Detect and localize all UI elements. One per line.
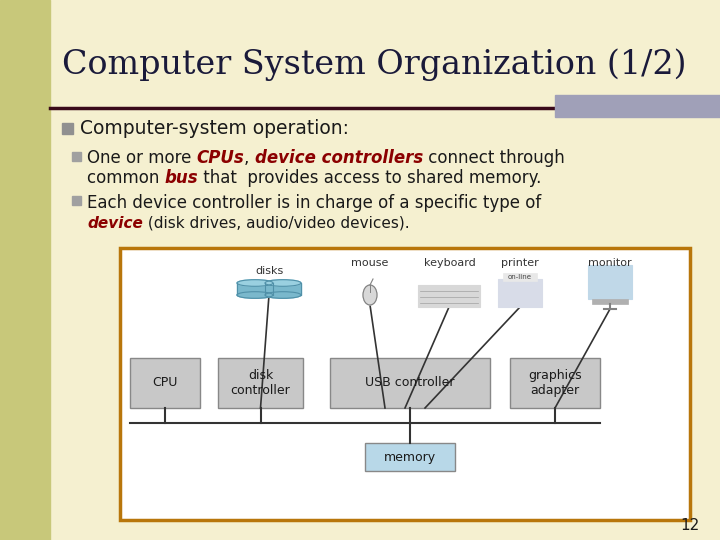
Text: One or more: One or more bbox=[87, 149, 197, 167]
Text: connect through: connect through bbox=[423, 149, 565, 167]
Ellipse shape bbox=[265, 292, 301, 298]
Bar bbox=[588, 265, 632, 299]
Text: bus: bus bbox=[165, 169, 198, 187]
Text: ,: , bbox=[244, 149, 255, 167]
Bar bbox=[365, 443, 455, 471]
Text: keyboard: keyboard bbox=[424, 258, 476, 268]
Bar bbox=[498, 279, 542, 307]
Text: CPUs: CPUs bbox=[197, 149, 244, 167]
Ellipse shape bbox=[363, 285, 377, 305]
Text: Each device controller is in charge of a specific type of: Each device controller is in charge of a… bbox=[87, 194, 541, 212]
Text: device controllers: device controllers bbox=[255, 149, 423, 167]
Text: USB controller: USB controller bbox=[365, 376, 455, 389]
Bar bbox=[218, 358, 303, 408]
Bar bbox=[503, 273, 537, 281]
Text: Computer-system operation:: Computer-system operation: bbox=[80, 119, 349, 138]
Bar bbox=[555, 95, 720, 117]
Text: mouse: mouse bbox=[351, 258, 389, 268]
Ellipse shape bbox=[237, 292, 273, 298]
Bar bbox=[265, 283, 301, 295]
Text: memory: memory bbox=[384, 450, 436, 463]
Text: CPU: CPU bbox=[153, 376, 178, 389]
Ellipse shape bbox=[265, 280, 301, 286]
Text: printer: printer bbox=[501, 258, 539, 268]
Bar bbox=[237, 283, 273, 295]
Bar bbox=[418, 285, 480, 307]
Bar bbox=[72, 196, 81, 205]
Bar bbox=[592, 299, 628, 304]
Text: (disk drives, audio/video devices).: (disk drives, audio/video devices). bbox=[143, 215, 410, 231]
Ellipse shape bbox=[237, 280, 273, 286]
Text: Computer System Organization (1/2): Computer System Organization (1/2) bbox=[62, 49, 686, 82]
Bar bbox=[130, 358, 200, 408]
Text: device: device bbox=[87, 215, 143, 231]
Text: 12: 12 bbox=[680, 517, 700, 532]
Bar bbox=[72, 152, 81, 161]
Bar bbox=[330, 358, 490, 408]
Text: on-line: on-line bbox=[508, 274, 532, 280]
Text: disks: disks bbox=[256, 266, 284, 276]
Bar bbox=[62, 123, 73, 134]
Text: graphics
adapter: graphics adapter bbox=[528, 369, 582, 397]
Text: monitor: monitor bbox=[588, 258, 632, 268]
Text: common: common bbox=[87, 169, 165, 187]
Text: disk
controller: disk controller bbox=[230, 369, 290, 397]
Bar bbox=[0, 0, 50, 540]
Bar bbox=[510, 358, 600, 408]
Text: that  provides access to shared memory.: that provides access to shared memory. bbox=[198, 169, 541, 187]
Bar bbox=[120, 248, 690, 520]
